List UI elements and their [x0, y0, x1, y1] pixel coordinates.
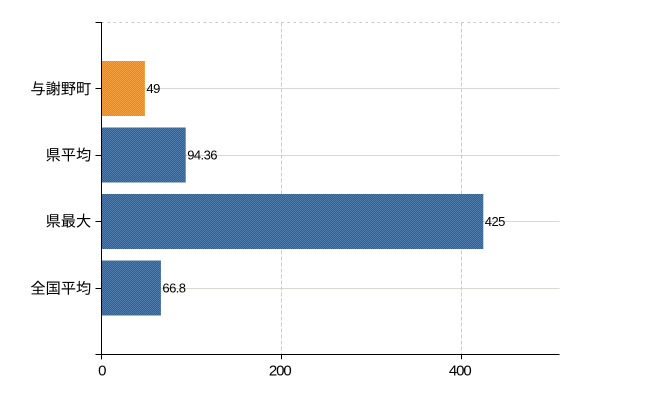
svg-text:94.36: 94.36 — [187, 147, 217, 162]
svg-text:400: 400 — [449, 362, 471, 379]
svg-text:425: 425 — [485, 214, 505, 229]
svg-text:66.8: 66.8 — [162, 280, 185, 295]
svg-text:200: 200 — [269, 362, 291, 379]
svg-text:0: 0 — [98, 362, 106, 379]
svg-text:49: 49 — [146, 81, 160, 96]
